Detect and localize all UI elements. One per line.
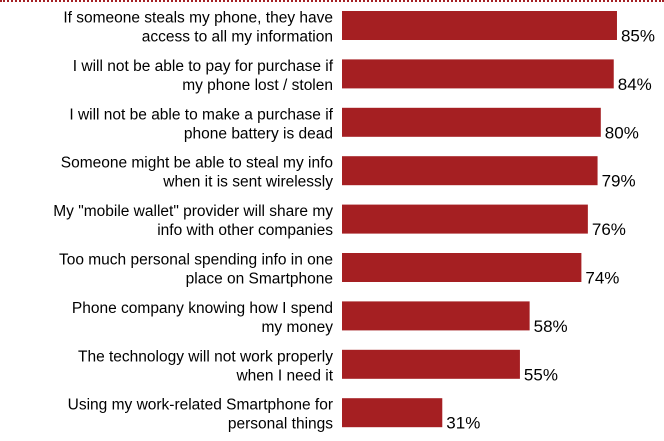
bar-8: [342, 398, 443, 428]
bar-1: [342, 59, 614, 89]
value-label-6: 58%: [534, 317, 568, 336]
bar-3: [342, 156, 598, 186]
category-label-7-line-1: when I need it: [235, 367, 333, 384]
category-label-8: Using my work-related Smartphone for pers…: [68, 397, 334, 433]
category-label-1: I will not be able to pay for purchase i…: [73, 58, 334, 94]
category-label-8-line-1: personal things: [228, 416, 333, 433]
category-label-5-line-0: Too much personal spending info in one: [59, 252, 333, 269]
bar-6: [342, 301, 530, 331]
category-label-7: The technology will not work properly whe…: [78, 348, 334, 384]
value-label-7: 55%: [524, 365, 558, 384]
bar-7: [342, 349, 520, 379]
top-dotted-rule: [0, 0, 664, 2]
bar-5: [342, 253, 582, 282]
category-label-5: Too much personal spending info in one pl…: [59, 252, 333, 288]
category-label-8-line-0: Using my work-related Smartphone for: [68, 397, 333, 414]
category-label-1-line-1: my phone lost / stolen: [182, 77, 333, 94]
bar-2: [342, 107, 601, 137]
value-label-3: 79%: [602, 172, 636, 191]
value-label-5: 74%: [585, 269, 619, 288]
bar-0: [342, 11, 617, 40]
value-label-2: 80%: [605, 123, 639, 142]
category-label-2-line-0: I will not be able to make a purchase if: [69, 106, 333, 123]
category-label-0-line-0: If someone steals my phone, they have: [63, 10, 333, 27]
category-label-0-line-1: access to all my information: [142, 29, 333, 46]
category-label-6-line-1: my money: [262, 319, 334, 336]
category-label-3-line-0: Someone might be able to steal my info: [61, 155, 333, 172]
category-label-4: My "mobile wallet" provider will share m…: [53, 203, 333, 239]
value-label-4: 76%: [592, 220, 626, 239]
category-label-2: I will not be able to make a purchase if…: [69, 106, 333, 142]
category-label-4-line-0: My "mobile wallet" provider will share m…: [53, 203, 333, 220]
category-label-3-line-1: when it is sent wirelessly: [162, 174, 333, 191]
category-label-3: Someone might be able to steal my info wh…: [61, 155, 334, 191]
category-label-0: If someone steals my phone, they have acc…: [63, 10, 333, 46]
value-label-0: 85%: [621, 27, 655, 46]
bar-4: [342, 204, 588, 234]
value-label-1: 84%: [618, 75, 652, 94]
category-label-6-line-0: Phone company knowing how I spend: [72, 300, 333, 317]
category-label-2-line-1: phone battery is dead: [184, 125, 333, 142]
category-label-5-line-1: place on Smartphone: [186, 271, 333, 288]
category-label-1-line-0: I will not be able to pay for purchase i…: [73, 58, 334, 75]
category-label-6: Phone company knowing how I spend my mone…: [72, 300, 333, 336]
category-label-4-line-1: info with other companies: [157, 222, 333, 239]
category-label-7-line-0: The technology will not work properly: [78, 348, 333, 365]
value-label-8: 31%: [446, 414, 480, 433]
